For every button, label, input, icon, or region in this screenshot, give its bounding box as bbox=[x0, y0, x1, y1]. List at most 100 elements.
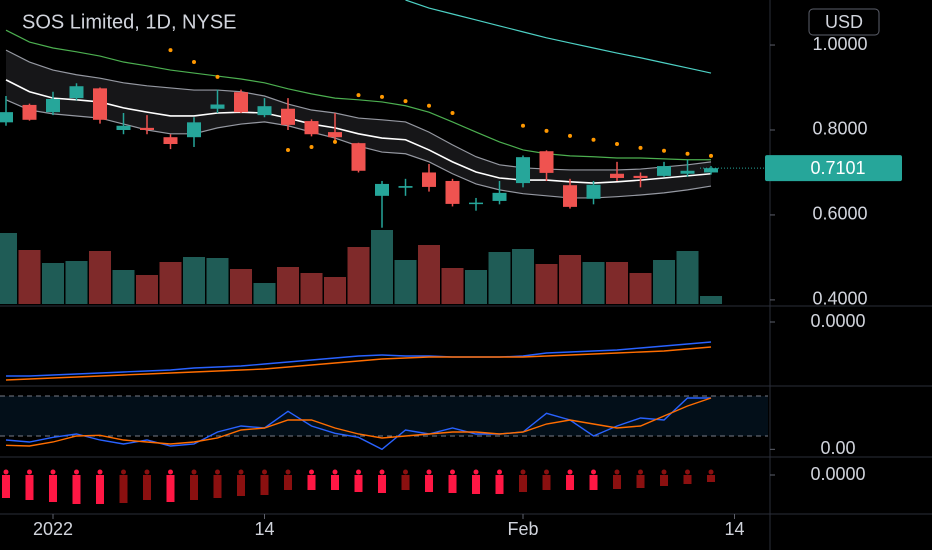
candle-body bbox=[0, 112, 13, 123]
candle-body bbox=[445, 180, 460, 204]
candle-body bbox=[92, 88, 107, 120]
histogram-marker bbox=[309, 469, 315, 475]
volume-bar bbox=[582, 262, 605, 304]
histogram-bar bbox=[166, 475, 175, 502]
sar-dot bbox=[685, 151, 690, 156]
histogram-bar bbox=[613, 475, 622, 489]
histogram-bar bbox=[448, 475, 457, 493]
sar-dot bbox=[568, 133, 573, 138]
indicator-line bbox=[5, 397, 712, 451]
histogram-marker bbox=[50, 469, 56, 475]
x-tick-label: Feb bbox=[507, 519, 538, 539]
histogram-bar bbox=[566, 475, 575, 490]
histogram-marker bbox=[238, 469, 244, 475]
volume-bar bbox=[135, 275, 158, 304]
histogram-bar bbox=[260, 475, 269, 495]
histogram-marker bbox=[661, 469, 667, 475]
volume-bar bbox=[159, 262, 182, 304]
histogram-bar bbox=[142, 475, 151, 500]
histogram-marker bbox=[262, 469, 268, 475]
volume-bar bbox=[182, 257, 205, 304]
overlay-line bbox=[5, 29, 712, 161]
candle-body bbox=[586, 184, 601, 199]
band-background bbox=[0, 396, 768, 436]
sar-dot bbox=[450, 110, 455, 115]
histogram-marker bbox=[379, 469, 385, 475]
sar-dot bbox=[191, 60, 196, 65]
sar-dot bbox=[521, 123, 526, 128]
indicator-line bbox=[5, 397, 712, 447]
histogram-bar bbox=[25, 475, 34, 500]
candle-body bbox=[163, 137, 178, 145]
sar-dot bbox=[215, 74, 220, 79]
histogram-marker bbox=[520, 469, 526, 475]
histogram-marker bbox=[120, 469, 126, 475]
histogram-bar bbox=[542, 475, 551, 490]
sar-dot bbox=[615, 142, 620, 147]
volume-bar bbox=[512, 249, 535, 304]
volume-bar bbox=[41, 263, 64, 304]
overlay-line bbox=[405, 0, 712, 74]
histogram-bar bbox=[519, 475, 528, 492]
volume-bar bbox=[676, 251, 699, 304]
candle-body bbox=[563, 185, 578, 207]
x-tick-label: 14 bbox=[254, 519, 274, 539]
sar-dot bbox=[591, 137, 596, 142]
sar-dot bbox=[356, 93, 361, 98]
histogram-bar bbox=[683, 475, 692, 484]
volume-bar bbox=[488, 252, 511, 304]
volume-bar bbox=[112, 270, 135, 304]
candle-body bbox=[304, 121, 319, 135]
histogram-marker bbox=[3, 469, 9, 475]
volume-bar bbox=[0, 233, 17, 304]
histogram-marker bbox=[97, 469, 103, 475]
candle-body bbox=[22, 104, 37, 120]
candle-body bbox=[469, 202, 484, 205]
histogram-bar bbox=[189, 475, 198, 500]
candle-body bbox=[186, 122, 201, 138]
volume-bar bbox=[206, 258, 229, 304]
volume-bar bbox=[418, 245, 441, 304]
y-tick-label: 0.0000 bbox=[810, 311, 865, 331]
currency-box[interactable] bbox=[808, 8, 880, 36]
candle-body bbox=[610, 173, 625, 178]
currency-label[interactable]: USD bbox=[825, 12, 863, 32]
volume-bar bbox=[229, 269, 252, 304]
y-tick-label: 0.8000 bbox=[812, 119, 867, 139]
y-tick-label: 0.00 bbox=[820, 438, 855, 458]
volume-bar bbox=[700, 296, 723, 304]
histogram-marker bbox=[567, 469, 573, 475]
histogram-bar bbox=[284, 475, 293, 490]
volume-bar bbox=[300, 273, 323, 304]
x-tick-label: 2022 bbox=[33, 519, 73, 539]
candle-body bbox=[139, 127, 154, 130]
volume-bar bbox=[653, 260, 676, 304]
histogram-bar bbox=[472, 475, 481, 494]
sar-dot bbox=[662, 148, 667, 153]
y-tick-label: 1.0000 bbox=[812, 34, 867, 54]
last-price-tag bbox=[765, 155, 902, 182]
x-tick-label: 14 bbox=[724, 519, 744, 539]
histogram-bar bbox=[48, 475, 57, 502]
volume-bar bbox=[535, 264, 558, 304]
histogram-marker bbox=[426, 469, 432, 475]
histogram-bar bbox=[236, 475, 245, 496]
sar-dot bbox=[709, 153, 714, 158]
candle-body bbox=[539, 151, 554, 173]
axes: 1.0000 0.8000 0.6000 0.4000 2022 14 Feb 14 0.710… bbox=[33, 34, 902, 539]
histogram-bar bbox=[589, 475, 598, 490]
histogram-bar bbox=[1, 475, 10, 498]
volume-bar bbox=[559, 255, 582, 304]
chart-title: SOS Limited, 1D, NYSE bbox=[22, 11, 237, 33]
candle-body bbox=[116, 125, 131, 130]
sar-dot bbox=[333, 139, 338, 144]
histogram-marker bbox=[167, 469, 173, 475]
volume-bar bbox=[606, 262, 629, 304]
sar-dot bbox=[309, 144, 314, 149]
volume-bar bbox=[65, 261, 88, 304]
main-pane bbox=[0, 0, 723, 304]
candle-body bbox=[492, 192, 507, 201]
volume-bar bbox=[629, 273, 652, 304]
histogram-marker bbox=[473, 469, 479, 475]
